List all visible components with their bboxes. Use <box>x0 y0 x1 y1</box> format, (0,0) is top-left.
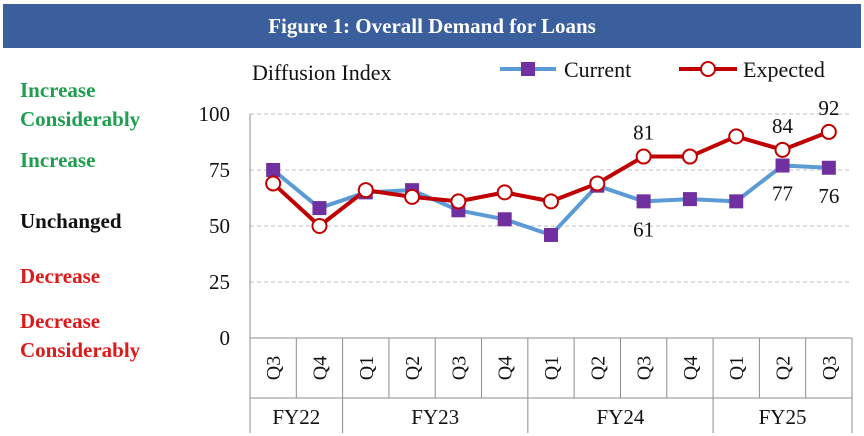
legend-marker-current <box>521 62 535 76</box>
x-group-label: FY25 <box>759 405 807 429</box>
data-point-expected <box>635 148 652 165</box>
y-tick-label: 100 <box>199 102 231 126</box>
scale-label-decrease: Decrease <box>20 262 100 291</box>
data-point-current <box>821 160 836 175</box>
scale-label-line: Increase <box>20 148 96 172</box>
scale-label-increase-considerably: Increase Considerably <box>20 76 140 134</box>
x-tick-label: Q1 <box>541 356 563 380</box>
scale-label-increase: Increase <box>20 146 95 175</box>
data-label: 84 <box>772 114 794 138</box>
y-axis-title: Diffusion Index <box>252 60 392 85</box>
data-point-current <box>636 194 651 209</box>
series-line-expected <box>271 130 830 228</box>
data-point-expected <box>820 123 837 140</box>
data-label: 92 <box>818 96 839 120</box>
x-tick-label: Q3 <box>263 356 285 380</box>
x-tick-label: Q4 <box>495 356 517 380</box>
legend-label-current: Current <box>564 57 631 82</box>
y-tick-label: 50 <box>209 214 230 238</box>
x-tick-label: Q4 <box>309 356 331 380</box>
data-point-current <box>312 201 327 216</box>
scale-label-line: Decrease <box>20 309 101 333</box>
data-point-expected <box>357 182 374 199</box>
data-point-expected <box>404 188 421 205</box>
legend-marker-expected <box>700 61 716 77</box>
legend-label-expected: Expected <box>743 57 825 82</box>
data-point-expected <box>496 184 513 201</box>
data-point-expected <box>543 193 559 210</box>
data-point-current <box>729 194 744 209</box>
data-point-expected <box>589 175 606 192</box>
y-tick-label: 0 <box>220 326 231 350</box>
data-point-expected <box>311 218 328 234</box>
x-tick-label: Q2 <box>587 356 609 380</box>
data-point-current <box>497 212 512 227</box>
scale-label-unchanged: Unchanged <box>20 207 122 236</box>
figure-title: Figure 1: Overall Demand for Loans <box>3 4 861 48</box>
data-point-current <box>266 163 281 177</box>
data-point-current <box>775 158 790 173</box>
x-tick-label: Q1 <box>726 356 748 380</box>
data-label: 76 <box>818 184 839 208</box>
scale-label-line: Considerably <box>20 338 141 362</box>
x-tick-label: Q3 <box>448 356 470 380</box>
y-tick-label: 25 <box>209 270 230 294</box>
x-tick-label: Q3 <box>819 356 841 380</box>
x-group-label: FY23 <box>411 405 459 429</box>
data-label: 81 <box>633 121 654 145</box>
data-point-expected <box>450 193 467 210</box>
x-tick-label: Q2 <box>773 356 795 380</box>
data-point-expected <box>265 175 282 192</box>
x-tick-label: Q2 <box>402 356 424 380</box>
scale-label-line: Increase <box>20 78 96 102</box>
x-tick-label: Q1 <box>356 356 378 380</box>
data-point-expected <box>774 141 791 158</box>
scale-label-line: Unchanged <box>20 209 122 233</box>
data-label: 61 <box>633 217 654 241</box>
x-tick-label: Q3 <box>634 356 656 380</box>
scale-label-line: Decrease <box>20 264 101 288</box>
data-point-expected <box>681 148 698 165</box>
scale-label-line: Considerably <box>20 107 141 131</box>
scale-label-decrease-considerably: Decrease Considerably <box>20 307 140 365</box>
data-point-expected <box>728 128 745 145</box>
data-label: 77 <box>772 182 793 206</box>
x-group-label: FY24 <box>597 405 645 429</box>
x-tick-label: Q4 <box>680 356 702 380</box>
data-point-current <box>544 227 558 242</box>
data-point-current <box>682 192 697 207</box>
x-group-label: FY22 <box>272 405 320 429</box>
y-tick-label: 75 <box>209 158 230 182</box>
